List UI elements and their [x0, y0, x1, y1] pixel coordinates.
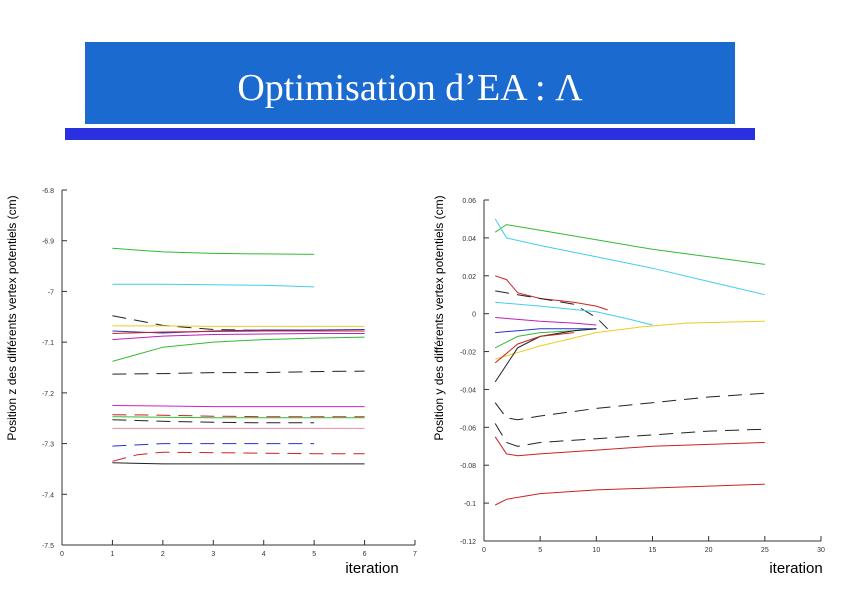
chart-y-y-tick-label: -0.02	[460, 350, 476, 357]
chart-z-series-s5	[112, 333, 365, 341]
chart-y-x-tick-label: 10	[592, 547, 600, 554]
chart-y-y-tick-label: -0.06	[460, 425, 476, 432]
chart-y-series-t6	[495, 320, 765, 360]
chart-z-x-tick-label: 3	[211, 551, 215, 558]
chart-y-y-tick-label: 0.06	[462, 198, 476, 205]
chart-z-x-tick-label: 4	[262, 551, 266, 558]
chart-y-series-t12	[494, 392, 765, 421]
chart-z-y-tick-label: -6.8	[42, 188, 54, 195]
chart-z-x-tick-label: 5	[312, 551, 316, 558]
chart-y-series-t2	[494, 218, 765, 296]
chart-y-series-t5	[495, 301, 653, 326]
title-underline-bar	[65, 128, 755, 140]
chart-z-y-tick-label: -7.2	[42, 391, 54, 398]
chart-y-series-t1	[494, 224, 765, 265]
chart-z-x-tick-label: 1	[110, 551, 114, 558]
chart-z-xlabel: iteration	[345, 560, 398, 577]
chart-z-series-s1	[112, 247, 315, 255]
chart-y-x-tick-label: 0	[482, 547, 486, 554]
chart-y-series-t9	[494, 328, 597, 383]
chart-z-series-s14	[112, 419, 315, 424]
chart-z-x-tick-label: 7	[413, 551, 417, 558]
chart-z-ylabel: Position z des différents vertex potenti…	[5, 195, 19, 440]
chart-y-series-t15	[494, 483, 765, 506]
chart-y-y-tick-label: 0	[472, 312, 476, 319]
chart-y-x-tick-label: 25	[761, 547, 769, 554]
chart-y-y-tick-label: 0.02	[462, 274, 476, 281]
chart-y-series-t11	[494, 332, 574, 364]
chart-y-y-tick-label: -0.1	[464, 501, 476, 508]
chart-z-series-s10	[112, 405, 365, 408]
chart-y-x-tick-label: 20	[705, 547, 713, 554]
chart-z-y-tick-label: -7.1	[42, 340, 54, 347]
chart-z-x-tick-label: 6	[363, 551, 367, 558]
chart-z-series-s2	[112, 283, 315, 288]
chart-z-y-tick-label: -7.4	[42, 492, 54, 499]
chart-y-x-tick-label: 30	[817, 547, 825, 554]
chart-y-y-tick-label: 0.04	[462, 236, 476, 243]
chart-z-x-tick-label: 2	[161, 551, 165, 558]
chart-y-series-t4	[495, 290, 608, 330]
chart-y-series-t10	[495, 317, 597, 326]
chart-z-x-tick-label: 0	[60, 551, 64, 558]
chart-y-xlabel: iteration	[769, 560, 822, 577]
chart-z-series-s6	[112, 336, 365, 362]
chart-y-series-t3	[495, 275, 608, 311]
chart-z-series-s16	[112, 451, 365, 462]
slide-title: Optimisation d’EA : Λ	[237, 67, 583, 109]
chart-y-series-t13	[494, 423, 765, 447]
title-banner: Optimisation d’EA : Λ	[85, 42, 735, 124]
chart-y-y-tick-label: -0.12	[460, 539, 476, 546]
chart-y-y-tick-label: -0.08	[460, 463, 476, 470]
chart-z-y-tick-label: -7.3	[42, 442, 54, 449]
chart-z-series-s8	[112, 330, 365, 334]
chart-y-y-tick-label: -0.04	[460, 387, 476, 394]
chart-z-series-s11	[112, 414, 365, 418]
chart-z-y-tick-label: -7	[48, 289, 54, 296]
chart-z-y-tick-label: -6.9	[42, 239, 54, 246]
chart-y-ylabel: Position y des différents vertex potenti…	[432, 195, 446, 440]
chart-z-series-s7	[112, 325, 365, 327]
chart-y-series-t8	[495, 328, 597, 334]
chart-z-series-s15	[112, 443, 315, 447]
chart-y-series-t14	[494, 436, 765, 457]
chart-y-x-tick-label: 15	[649, 547, 657, 554]
chart-z-series-s9	[112, 370, 365, 375]
chart-z-series-s12	[112, 416, 365, 419]
chart-z-y-tick-label: -7.5	[42, 543, 54, 550]
chart-z-series-s17	[112, 462, 365, 465]
chart-y-x-tick-label: 5	[538, 547, 542, 554]
